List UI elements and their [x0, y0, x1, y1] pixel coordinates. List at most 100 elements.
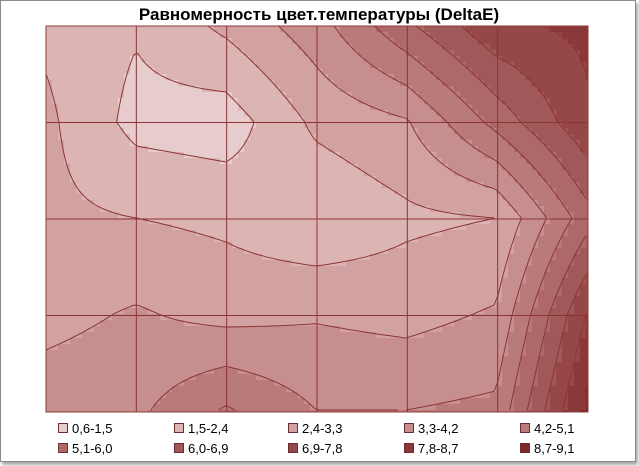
heatmap-cell	[526, 332, 533, 339]
heatmap-cell	[418, 128, 425, 135]
heatmap-cell	[112, 80, 119, 87]
heatmap-cell	[496, 128, 503, 135]
heatmap-cell	[580, 68, 587, 75]
heatmap-cell	[364, 140, 371, 147]
heatmap-cell	[322, 44, 329, 51]
heatmap-cell	[388, 248, 395, 255]
heatmap-cell	[316, 302, 323, 309]
heatmap-cell	[178, 236, 185, 243]
heatmap-cell	[286, 176, 293, 183]
heatmap-cell	[424, 98, 431, 105]
heatmap-cell	[436, 26, 443, 33]
heatmap-cell	[400, 344, 407, 351]
heatmap-cell	[490, 206, 497, 213]
heatmap-cell	[214, 260, 221, 267]
heatmap-cell	[208, 224, 215, 231]
heatmap-cell	[406, 98, 413, 105]
heatmap-cell	[160, 266, 167, 273]
heatmap-cell	[142, 326, 149, 333]
heatmap-cell	[448, 212, 455, 219]
heatmap-cell	[100, 254, 107, 261]
heatmap-cell	[106, 26, 113, 33]
heatmap-cell	[556, 248, 563, 255]
heatmap-cell	[148, 176, 155, 183]
heatmap-cell	[454, 116, 461, 123]
heatmap-cell	[76, 158, 83, 165]
heatmap-cell	[472, 344, 479, 351]
heatmap-cell	[70, 116, 77, 123]
heatmap-cell	[550, 92, 557, 99]
heatmap-cell	[328, 98, 335, 105]
heatmap-cell	[220, 200, 227, 207]
heatmap-cell	[160, 134, 167, 141]
heatmap-cell	[376, 290, 383, 297]
heatmap-cell	[460, 242, 467, 249]
heatmap-cell	[418, 86, 425, 93]
heatmap-cell	[538, 146, 545, 153]
heatmap-cell	[130, 188, 137, 195]
heatmap-cell	[58, 320, 65, 327]
heatmap-cell	[376, 62, 383, 69]
heatmap-cell	[106, 206, 113, 213]
heatmap-cell	[106, 308, 113, 315]
heatmap-cell	[58, 62, 65, 69]
heatmap-cell	[442, 26, 449, 33]
heatmap-cell	[562, 104, 569, 111]
heatmap-cell	[538, 200, 545, 207]
heatmap-cell	[550, 158, 557, 165]
heatmap-cell	[298, 218, 305, 225]
heatmap-cell	[274, 290, 281, 297]
heatmap-cell	[88, 140, 95, 147]
heatmap-cell	[562, 248, 569, 255]
heatmap-cell	[568, 194, 575, 201]
heatmap-cell	[64, 62, 71, 69]
heatmap-cell	[94, 44, 101, 51]
heatmap-cell	[142, 182, 149, 189]
heatmap-cell	[196, 290, 203, 297]
heatmap-cell	[316, 266, 323, 273]
heatmap-cell	[328, 332, 335, 339]
heatmap-cell	[394, 146, 401, 153]
heatmap-cell	[214, 326, 221, 333]
heatmap-cell	[142, 344, 149, 351]
heatmap-cell	[190, 242, 197, 249]
heatmap-cell	[400, 50, 407, 57]
heatmap-cell	[58, 164, 65, 171]
heatmap-cell	[334, 62, 341, 69]
heatmap-cell	[280, 320, 287, 327]
heatmap-cell	[544, 248, 551, 255]
heatmap-cell	[100, 272, 107, 279]
heatmap-cell	[568, 92, 575, 99]
heatmap-cell	[136, 332, 143, 339]
heatmap-cell	[400, 350, 407, 357]
heatmap-cell	[340, 236, 347, 243]
heatmap-cell	[544, 206, 551, 213]
heatmap-cell	[244, 284, 251, 291]
heatmap-cell	[472, 50, 479, 57]
heatmap-cell	[118, 176, 125, 183]
heatmap-cell	[472, 200, 479, 207]
heatmap-cell	[304, 188, 311, 195]
heatmap-cell	[424, 350, 431, 357]
heatmap-cell	[514, 56, 521, 63]
heatmap-cell	[358, 128, 365, 135]
heatmap-cell	[532, 338, 539, 345]
heatmap-cell	[406, 284, 413, 291]
heatmap-cell	[46, 62, 53, 69]
heatmap-cell	[388, 278, 395, 285]
heatmap-cell	[124, 128, 131, 135]
heatmap-cell	[436, 152, 443, 159]
heatmap-cell	[94, 104, 101, 111]
heatmap-cell	[112, 56, 119, 63]
heatmap-cell	[376, 266, 383, 273]
heatmap-cell	[166, 146, 173, 153]
heatmap-cell	[568, 230, 575, 237]
heatmap-cell	[376, 320, 383, 327]
heatmap-cell	[412, 104, 419, 111]
heatmap-cell	[208, 236, 215, 243]
heatmap-cell	[358, 26, 365, 33]
heatmap-cell	[238, 188, 245, 195]
heatmap-cell	[316, 314, 323, 321]
heatmap-cell	[514, 284, 521, 291]
heatmap-cell	[46, 104, 53, 111]
